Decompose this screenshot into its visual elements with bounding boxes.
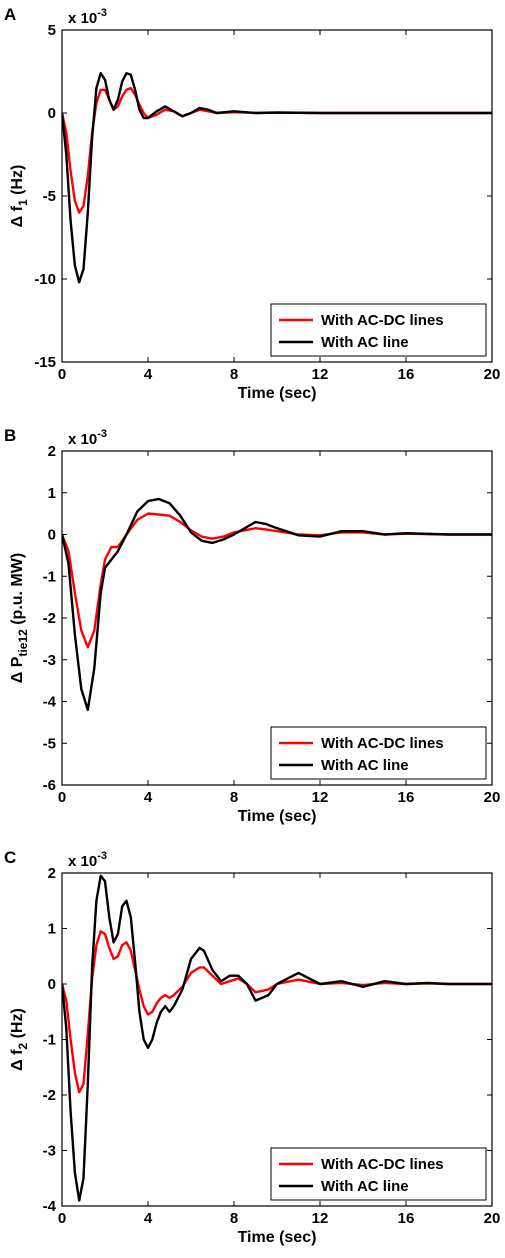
series-line-ac-dc <box>62 86 492 214</box>
axis-multiplier: x 10-3 <box>68 428 107 448</box>
y-tick-label: 2 <box>48 865 56 882</box>
x-tick-label: 16 <box>398 789 415 806</box>
y-tick-label: -15 <box>34 354 56 371</box>
panel-label: A <box>4 5 16 24</box>
x-axis-label: Time (sec) <box>238 1229 317 1246</box>
y-tick-label: 0 <box>48 105 56 122</box>
x-tick-label: 12 <box>312 1210 329 1227</box>
x-tick-label: 12 <box>312 366 329 383</box>
y-tick-label: -4 <box>43 694 57 711</box>
y-tick-label: 2 <box>48 443 56 460</box>
y-tick-label: -10 <box>34 271 56 288</box>
legend-entry: With AC-DC lines <box>321 735 444 752</box>
y-tick-label: -5 <box>43 188 56 205</box>
series-line-ac <box>62 72 492 284</box>
legend-entry: With AC-DC lines <box>321 1156 444 1173</box>
x-tick-label: 16 <box>398 366 415 383</box>
legend-entry: With AC line <box>321 757 409 774</box>
panel-label: C <box>4 848 16 867</box>
y-tick-label: -2 <box>43 1087 56 1104</box>
y-tick-label: -6 <box>43 777 56 794</box>
y-tick-label: 1 <box>48 921 56 938</box>
legend-entry: With AC line <box>321 1178 409 1195</box>
axis-multiplier: x 10-3 <box>68 850 107 870</box>
legend-box <box>270 1147 487 1201</box>
x-tick-label: 4 <box>144 789 153 806</box>
y-tick-label: -5 <box>43 735 56 752</box>
legend: With AC-DC lines With AC line <box>270 1147 487 1201</box>
x-tick-label: 20 <box>484 1210 501 1227</box>
x-tick-label: 8 <box>230 366 238 383</box>
y-tick-label: 5 <box>48 22 56 39</box>
y-tick-label: -1 <box>43 568 56 585</box>
legend-entry: With AC-DC lines <box>321 312 444 329</box>
series-line-ac <box>62 497 492 712</box>
panel-label: B <box>4 426 16 445</box>
x-tick-label: 0 <box>58 789 66 806</box>
x-axis-label: Time (sec) <box>238 385 317 402</box>
x-tick-label: 8 <box>230 1210 238 1227</box>
legend: With AC-DC lines With AC line <box>270 726 487 780</box>
y-tick-label: 0 <box>48 527 56 544</box>
x-axis-label: Time (sec) <box>238 808 317 825</box>
x-tick-label: 20 <box>484 366 501 383</box>
y-tick-label: 0 <box>48 976 56 993</box>
x-tick-label: 12 <box>312 789 329 806</box>
legend-entry: With AC line <box>321 334 409 351</box>
series-line-ac <box>62 874 492 1202</box>
x-tick-label: 0 <box>58 1210 66 1227</box>
y-tick-label: -3 <box>43 1143 56 1160</box>
x-tick-label: 0 <box>58 366 66 383</box>
x-tick-label: 4 <box>144 366 153 383</box>
y-tick-label: 1 <box>48 485 56 502</box>
legend-box <box>270 726 487 780</box>
y-axis-label: Δ Ptie12 (p.u. MW) <box>9 553 30 683</box>
y-tick-label: -1 <box>43 1032 56 1049</box>
y-axis-label: Δ f2 (Hz) <box>9 1008 30 1071</box>
series-line-ac-dc <box>62 930 492 1094</box>
legend: With AC-DC lines With AC line <box>270 303 487 357</box>
x-tick-label: 16 <box>398 1210 415 1227</box>
axis-multiplier: x 10-3 <box>68 7 107 27</box>
legend-box <box>270 303 487 357</box>
y-tick-label: -4 <box>43 1198 57 1215</box>
y-axis-label: Δ f1 (Hz) <box>9 165 30 228</box>
x-tick-label: 20 <box>484 789 501 806</box>
y-tick-label: -3 <box>43 652 56 669</box>
x-tick-label: 8 <box>230 789 238 806</box>
y-tick-label: -2 <box>43 610 56 627</box>
x-tick-label: 4 <box>144 1210 153 1227</box>
